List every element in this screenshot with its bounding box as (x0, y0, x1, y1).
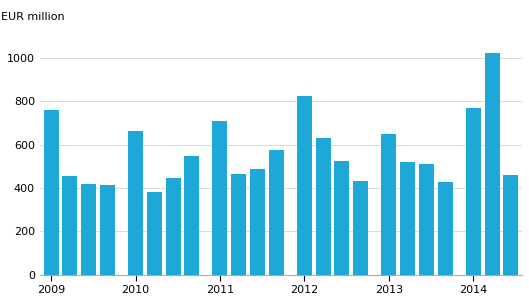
Bar (269, 150, 284, 275)
Bar (62, 176, 77, 275)
Bar (316, 138, 331, 275)
Bar (437, 182, 453, 275)
Bar (353, 181, 368, 275)
Bar (297, 96, 312, 275)
Bar (250, 169, 265, 275)
Bar (231, 174, 246, 275)
Bar (166, 178, 180, 275)
Bar (147, 192, 162, 275)
Bar (334, 161, 350, 275)
Bar (100, 185, 115, 275)
Bar (184, 156, 199, 275)
Bar (485, 53, 499, 275)
Bar (466, 108, 481, 275)
Bar (128, 130, 143, 275)
Bar (81, 184, 96, 275)
Bar (381, 134, 396, 275)
Bar (419, 164, 434, 275)
Bar (213, 121, 227, 275)
Bar (43, 110, 59, 275)
Text: EUR million: EUR million (1, 12, 65, 22)
Bar (503, 175, 518, 275)
Bar (400, 162, 415, 275)
